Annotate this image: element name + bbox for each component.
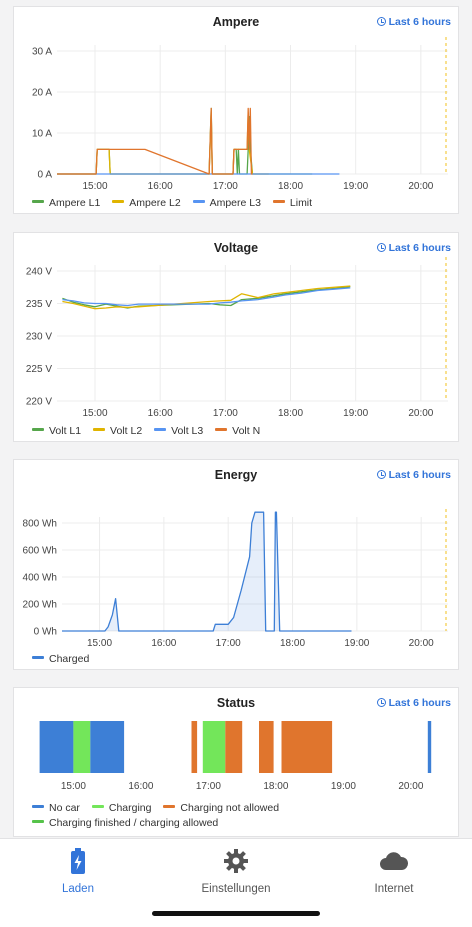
status-legend: No car Charging Charging not allowed Cha… xyxy=(32,801,452,831)
y-tick-label: 225 V xyxy=(26,364,52,375)
legend-volt-l2[interactable]: Volt L2 xyxy=(93,425,142,437)
y-tick-label: 240 V xyxy=(26,267,52,278)
legend-ampere-l1[interactable]: Ampere L1 xyxy=(32,197,100,209)
x-tick-label: 19:00 xyxy=(331,781,356,792)
legend-volt-n[interactable]: Volt N xyxy=(215,425,260,437)
x-tick-label: 17:00 xyxy=(216,638,241,649)
time-range-picker[interactable]: Last 6 hours xyxy=(376,242,451,254)
state-segment-no-car xyxy=(39,721,74,773)
nav-einstellungen[interactable]: Einstellungen xyxy=(166,847,306,895)
series-line-volt-l1 xyxy=(62,285,351,309)
x-tick-label: 18:00 xyxy=(280,638,305,649)
series-line-volt-l2 xyxy=(62,285,351,310)
y-tick-label: 800 Wh xyxy=(23,519,57,530)
energy-panel: Energy Last 6 hours 800 Wh 600 Wh 400 Wh 20… xyxy=(13,459,459,670)
series-line-volt-l3 xyxy=(62,287,351,307)
series-line-limit xyxy=(57,107,253,175)
y-tick-label: 235 V xyxy=(26,299,52,310)
x-tick-label: 18:00 xyxy=(278,181,303,192)
y-tick-label: 10 A xyxy=(32,129,52,140)
x-tick-label: 20:00 xyxy=(408,181,433,192)
series-area-charged xyxy=(62,512,352,631)
legend-charging-not-allowed[interactable]: Charging not allowed xyxy=(163,801,279,816)
y-tick-label: 20 A xyxy=(32,88,52,99)
x-tick-label: 15:00 xyxy=(87,638,112,649)
y-tick-label: 30 A xyxy=(32,47,52,58)
legend-volt-l3[interactable]: Volt L3 xyxy=(154,425,203,437)
x-tick-label: 20:00 xyxy=(408,408,433,419)
ampere-chart: 30 A 20 A 10 A 0 A 15:00 16:00 17:00 18:00 19:00… xyxy=(32,37,448,192)
nav-internet[interactable]: Internet xyxy=(324,847,464,895)
state-segment-charging-not-allowed xyxy=(281,721,333,773)
x-tick-label: 19:00 xyxy=(343,181,368,192)
voltage-legend: Volt L1 Volt L2 Volt L3 Volt N xyxy=(32,425,269,437)
status-chart: 15:00 16:00 17:00 18:00 19:00 20:00 xyxy=(39,721,432,792)
y-tick-label: 0 A xyxy=(38,170,53,181)
legend-no-car[interactable]: No car xyxy=(32,801,80,816)
x-tick-label: 16:00 xyxy=(128,781,153,792)
energy-legend: Charged xyxy=(32,653,98,665)
x-tick-label: 15:00 xyxy=(61,781,86,792)
x-tick-label: 19:00 xyxy=(343,408,368,419)
y-tick-label: 230 V xyxy=(26,332,52,343)
y-tick-label: 220 V xyxy=(26,397,52,408)
time-range-picker[interactable]: Last 6 hours xyxy=(376,16,451,28)
state-segment-charging-not-allowed xyxy=(191,721,198,773)
gear-icon xyxy=(224,849,248,873)
state-segment-no-car xyxy=(90,721,125,773)
legend-ampere-l3[interactable]: Ampere L3 xyxy=(192,197,261,209)
voltage-panel: Voltage Last 6 hours 240 V 235 V 230 V 225 … xyxy=(13,232,459,442)
x-tick-label: 16:00 xyxy=(148,408,173,419)
cloud-icon xyxy=(380,852,409,870)
voltage-title: Voltage xyxy=(213,241,259,255)
ampere-title: Ampere xyxy=(212,15,260,29)
x-tick-label: 18:00 xyxy=(278,408,303,419)
legend-volt-l1[interactable]: Volt L1 xyxy=(32,425,81,437)
clock-icon xyxy=(376,698,386,707)
legend-charged[interactable]: Charged xyxy=(32,653,89,665)
clock-icon xyxy=(376,243,386,252)
state-segment-charging-not-allowed xyxy=(225,721,243,773)
voltage-chart: 240 V 235 V 230 V 225 V 220 V 15:00 16:00 17:00… xyxy=(26,257,448,419)
state-segment-charging xyxy=(202,721,226,773)
y-tick-label: 0 Wh xyxy=(34,627,57,638)
x-tick-label: 16:00 xyxy=(151,638,176,649)
x-tick-label: 18:00 xyxy=(263,781,288,792)
x-tick-label: 19:00 xyxy=(344,638,369,649)
clock-icon xyxy=(376,17,386,26)
status-title: Status xyxy=(216,696,256,710)
home-indicator xyxy=(152,911,320,916)
series-line-charged xyxy=(62,511,352,632)
energy-chart: 800 Wh 600 Wh 400 Wh 200 Wh 0 Wh 15:00 16:00 17… xyxy=(23,509,448,649)
state-segment-charging xyxy=(73,721,91,773)
legend-charging[interactable]: Charging xyxy=(91,801,151,816)
clock-icon xyxy=(376,470,386,479)
ampere-legend: Ampere L1 Ampere L2 Ampere L3 Limit xyxy=(32,197,321,209)
x-tick-label: 15:00 xyxy=(82,408,107,419)
nav-laden[interactable]: Laden xyxy=(8,847,148,895)
energy-title: Energy xyxy=(214,468,258,482)
legend-ampere-l2[interactable]: Ampere L2 xyxy=(112,197,181,209)
x-tick-label: 15:00 xyxy=(82,181,107,192)
y-tick-label: 400 Wh xyxy=(23,573,57,584)
state-segment-no-car xyxy=(427,721,432,773)
status-panel: Status Last 6 hours 15:00 16:00 17:00 18:00… xyxy=(13,687,459,837)
y-tick-label: 600 Wh xyxy=(23,546,57,557)
battery-charging-icon xyxy=(71,848,85,874)
y-tick-label: 200 Wh xyxy=(23,600,57,611)
x-tick-label: 17:00 xyxy=(196,781,221,792)
x-tick-label: 17:00 xyxy=(213,408,238,419)
x-tick-label: 20:00 xyxy=(409,638,434,649)
time-range-picker[interactable]: Last 6 hours xyxy=(376,469,451,481)
state-segment-charging-not-allowed xyxy=(259,721,274,773)
x-tick-label: 16:00 xyxy=(148,181,173,192)
legend-charging-finished[interactable]: Charging finished / charging allowed xyxy=(32,816,218,831)
x-tick-label: 17:00 xyxy=(213,181,238,192)
legend-limit[interactable]: Limit xyxy=(272,197,312,209)
ampere-panel: Ampere Last 6 hours 30 A 20 A 10 A 0 A 15:00… xyxy=(13,6,459,214)
time-range-picker[interactable]: Last 6 hours xyxy=(376,697,451,709)
x-tick-label: 20:00 xyxy=(398,781,423,792)
